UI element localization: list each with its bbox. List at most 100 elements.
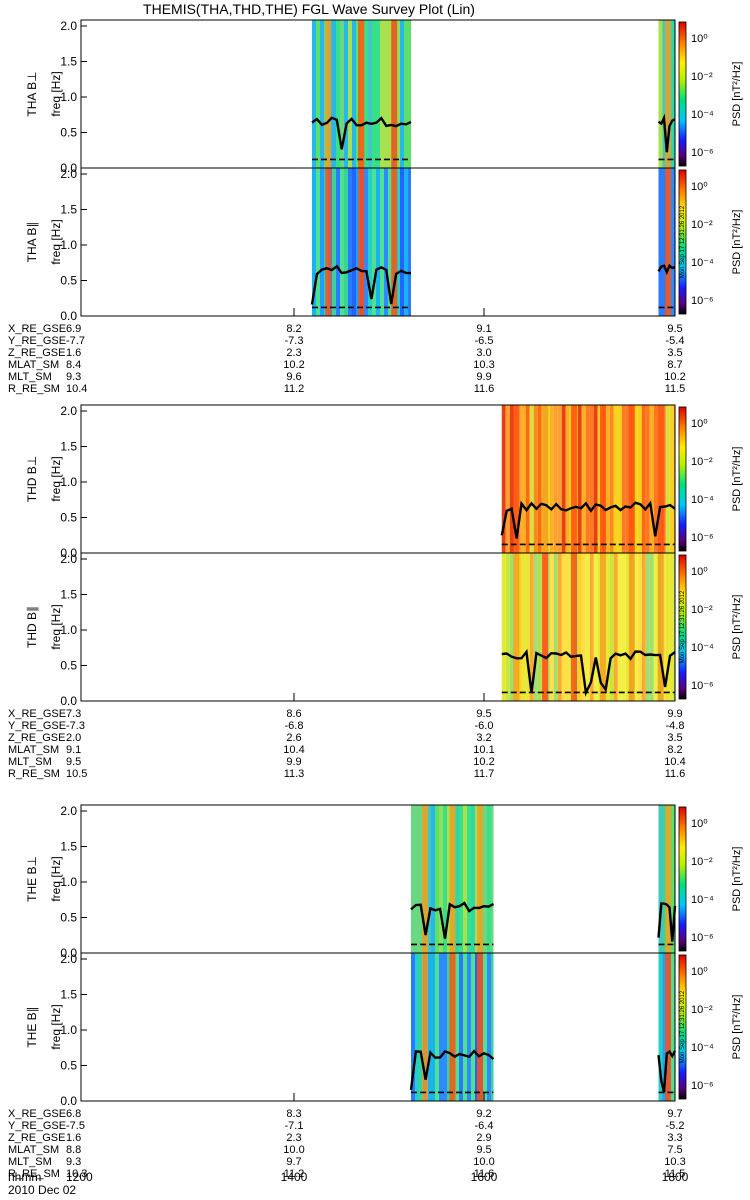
ephemeris-value: -5.2 — [666, 1120, 685, 1132]
ephemeris-value: 11.7 — [474, 768, 495, 780]
spectrogram-column — [673, 553, 675, 701]
y-axis-label: THD B∥ — [25, 606, 39, 648]
spectrogram-column — [439, 805, 443, 953]
y-tick-label: 0.0 — [60, 546, 77, 560]
spectrogram-column — [621, 553, 626, 701]
ephemeris-value: -7.3 — [285, 335, 304, 347]
y-axis-unit-label: freq [Hz] — [49, 1004, 63, 1049]
spectrogram-column — [336, 168, 340, 316]
ephemeris-value: 7.3 — [66, 708, 81, 720]
ephemeris-value: 3.0 — [476, 347, 491, 359]
spectrogram-band — [422, 805, 428, 953]
spectrogram-column — [455, 805, 459, 953]
time-tick-label: 1200 — [66, 1170, 93, 1184]
spectrogram-band — [513, 405, 520, 553]
spectrogram-column — [641, 405, 646, 553]
spectrogram-column — [553, 405, 558, 553]
spectrogram-column — [505, 405, 510, 553]
ephemeris-row-label: R_RE_SM — [8, 383, 60, 395]
colorbar-label: PSD [nT²/Hz] — [731, 847, 743, 912]
ephemeris-value: 8.7 — [667, 359, 682, 371]
spectrogram-column — [597, 405, 602, 553]
ephemeris-value: 9.1 — [66, 744, 81, 756]
spectrogram-band — [665, 953, 672, 1101]
spectrogram-column — [617, 553, 622, 701]
plot-timestamp: Mon Sep 17 12:31:26 2012 — [680, 590, 686, 663]
ephemeris-value: 9.9 — [667, 708, 682, 720]
spectrogram-band — [391, 168, 398, 316]
ephemeris-value: 10.1 — [473, 744, 494, 756]
spectrogram-panel: 0.0 0.5 1.0 1.5 2.0 THA B⊥ freq [Hz] 10⁰ 10⁻² 10⁻… — [25, 19, 743, 175]
colorbar-tick-label: 10⁰ — [691, 181, 708, 193]
y-tick-label: 0.5 — [60, 911, 77, 925]
spectrogram-column — [463, 805, 467, 953]
spectrogram-column — [662, 168, 667, 316]
colorbar-tick-label: 10⁻⁶ — [691, 147, 714, 159]
colorbar-label: PSD [nT²/Hz] — [731, 447, 743, 512]
y-tick-label: 2.0 — [60, 19, 77, 33]
ephemeris-value: 6.8 — [66, 1108, 81, 1120]
colorbar: 10⁰ 10⁻² 10⁻⁴ 10⁻⁶ PSD [nT²/Hz] Mon Sep 17 12… — [678, 554, 743, 700]
y-tick-label: 1.0 — [60, 475, 77, 489]
colorbar-gradient — [678, 21, 687, 167]
ephemeris-row-label: MLAT_SM — [8, 1144, 59, 1156]
y-axis-unit-label: freq [Hz] — [49, 219, 63, 264]
spectrogram-band — [513, 553, 520, 701]
spectrogram-column — [565, 405, 570, 553]
frequency-trace — [311, 116, 412, 150]
spectrogram-column — [633, 553, 638, 701]
spectrogram-column — [388, 168, 392, 316]
y-tick-label: 0.5 — [60, 511, 77, 525]
plot-timestamp: Mon Sep 17 12:31:26 2012 — [680, 205, 686, 278]
spectrogram-column — [463, 953, 467, 1101]
colorbar-label: PSD [nT²/Hz] — [731, 995, 743, 1060]
spectrogram-column — [597, 553, 602, 701]
colorbar: 10⁰ 10⁻² 10⁻⁴ 10⁻⁶ PSD [nT²/Hz] — [678, 806, 743, 952]
spectrogram-column — [431, 805, 435, 953]
y-tick-label: 0.0 — [60, 309, 77, 323]
colorbar-tick-label: 10⁻⁴ — [691, 109, 714, 121]
spectrogram-column — [348, 168, 352, 316]
spectrogram-column — [662, 805, 667, 953]
ephemeris-value: 2.9 — [476, 1132, 491, 1144]
ephemeris-value: 8.4 — [66, 359, 81, 371]
y-tick-label: 1.5 — [60, 55, 77, 69]
frequency-trace — [657, 113, 676, 153]
probe-group-thd: 0.0 0.5 1.0 1.5 2.0 THD B⊥ freq [Hz] 10⁰ 10⁻² 10⁻… — [8, 404, 743, 780]
ephemeris-value: 8.3 — [286, 1108, 301, 1120]
ephemeris-value: 10.4 — [283, 744, 304, 756]
spectrogram-column — [419, 953, 423, 1101]
spectrogram-column — [396, 168, 400, 316]
spectrogram-column — [537, 553, 542, 701]
colorbar-tick-label: 10⁻⁴ — [691, 642, 714, 654]
y-tick-label: 0.5 — [60, 659, 77, 673]
spectrogram-column — [553, 553, 558, 701]
ephemeris-value: -6.8 — [285, 720, 304, 732]
spectrogram-column — [368, 20, 372, 168]
spectrogram-column — [404, 20, 408, 168]
spectrogram-column — [617, 405, 622, 553]
y-axis-unit-label: freq [Hz] — [49, 604, 63, 649]
ephemeris-value: 9.9 — [476, 371, 491, 383]
y-axis-label: THD B⊥ — [25, 456, 39, 502]
ephemeris-value: 9.6 — [286, 371, 301, 383]
spectrogram-column — [625, 553, 630, 701]
ephemeris-value: 2.6 — [286, 732, 301, 744]
spectrogram-column — [561, 553, 566, 701]
ephemeris-value: -7.3 — [66, 720, 85, 732]
spectrogram-panel: 0.0 0.5 1.0 1.5 2.0 THD B⊥ freq [Hz] 10⁰ 10⁻² 10⁻… — [25, 404, 743, 560]
spectrogram-band — [358, 168, 365, 316]
spectrogram-column — [312, 168, 316, 316]
ephemeris-value: 11.5 — [665, 383, 686, 395]
y-tick-label: 1.0 — [60, 1023, 77, 1037]
ephemeris-value: 8.2 — [286, 323, 301, 335]
spectrogram-column — [501, 553, 506, 701]
frequency-trace — [500, 500, 676, 539]
spectrogram-column — [581, 553, 586, 701]
spectrogram-column — [637, 405, 642, 553]
ephemeris-value: 2.3 — [286, 1132, 301, 1144]
frequency-trace — [409, 1049, 495, 1091]
ephemeris-value: 8.2 — [667, 744, 682, 756]
spectrogram-column — [557, 405, 562, 553]
